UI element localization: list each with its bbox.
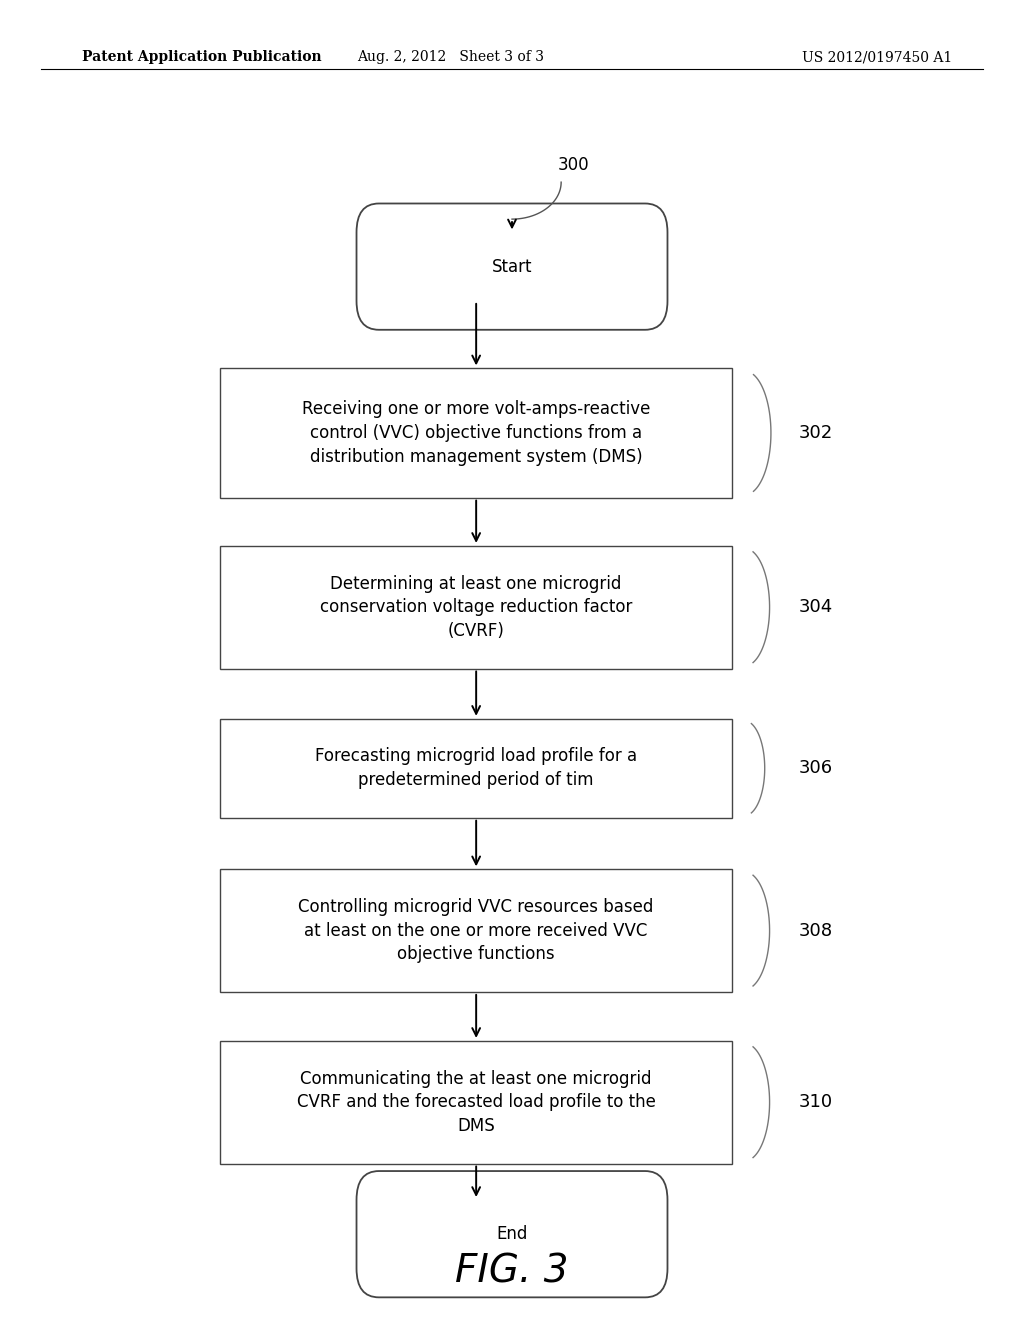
Text: Receiving one or more volt-amps-reactive
control (VVC) objective functions from : Receiving one or more volt-amps-reactive… bbox=[302, 400, 650, 466]
Text: 306: 306 bbox=[799, 759, 833, 777]
Text: End: End bbox=[497, 1225, 527, 1243]
FancyBboxPatch shape bbox=[356, 1171, 668, 1298]
Text: Forecasting microgrid load profile for a
predetermined period of tim: Forecasting microgrid load profile for a… bbox=[315, 747, 637, 789]
Text: 302: 302 bbox=[799, 424, 833, 442]
Text: FIG. 3: FIG. 3 bbox=[456, 1253, 568, 1291]
Text: Aug. 2, 2012   Sheet 3 of 3: Aug. 2, 2012 Sheet 3 of 3 bbox=[357, 50, 544, 65]
Text: Determining at least one microgrid
conservation voltage reduction factor
(CVRF): Determining at least one microgrid conse… bbox=[319, 574, 633, 640]
Bar bbox=[220, 368, 732, 498]
Text: Patent Application Publication: Patent Application Publication bbox=[82, 50, 322, 65]
Text: 308: 308 bbox=[799, 921, 833, 940]
Bar bbox=[220, 869, 732, 993]
Bar bbox=[220, 1040, 732, 1164]
Text: 310: 310 bbox=[799, 1093, 833, 1111]
Text: 300: 300 bbox=[558, 156, 590, 174]
Text: 304: 304 bbox=[799, 598, 833, 616]
Text: Communicating the at least one microgrid
CVRF and the forecasted load profile to: Communicating the at least one microgrid… bbox=[297, 1069, 655, 1135]
Text: Start: Start bbox=[492, 257, 532, 276]
Text: Controlling microgrid VVC resources based
at least on the one or more received V: Controlling microgrid VVC resources base… bbox=[298, 898, 654, 964]
FancyBboxPatch shape bbox=[356, 203, 668, 330]
Text: US 2012/0197450 A1: US 2012/0197450 A1 bbox=[802, 50, 952, 65]
Bar bbox=[220, 718, 732, 817]
Bar bbox=[220, 546, 732, 668]
